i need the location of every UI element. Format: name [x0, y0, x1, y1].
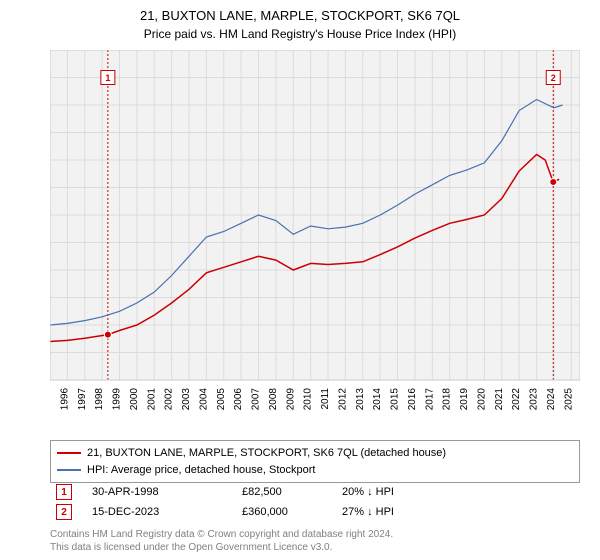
svg-text:1: 1 [105, 73, 110, 83]
svg-text:2019: 2019 [459, 388, 470, 411]
svg-text:2004: 2004 [198, 388, 209, 411]
datapoint-price-1: £82,500 [242, 486, 322, 498]
svg-text:2024: 2024 [546, 388, 557, 411]
svg-text:2012: 2012 [337, 388, 348, 411]
datapoint-row-2: 2 15-DEC-2023 £360,000 27% ↓ HPI [50, 502, 580, 522]
footnote-line2: This data is licensed under the Open Gov… [50, 541, 580, 554]
svg-text:2014: 2014 [372, 388, 383, 411]
svg-text:2013: 2013 [355, 388, 366, 411]
datapoint-delta-1: 20% ↓ HPI [342, 486, 462, 498]
svg-text:1999: 1999 [112, 388, 123, 411]
legend: 21, BUXTON LANE, MARPLE, STOCKPORT, SK6 … [50, 440, 580, 483]
svg-text:2020: 2020 [476, 388, 487, 411]
svg-text:2025: 2025 [563, 388, 574, 411]
svg-text:2017: 2017 [424, 388, 435, 411]
legend-item-hpi: HPI: Average price, detached house, Stoc… [57, 462, 573, 479]
legend-swatch-property [57, 452, 81, 454]
svg-text:2000: 2000 [129, 388, 140, 411]
svg-text:1998: 1998 [94, 388, 105, 411]
svg-text:1995: 1995 [50, 388, 53, 411]
datapoints-table: 1 30-APR-1998 £82,500 20% ↓ HPI 2 15-DEC… [50, 482, 580, 522]
svg-text:2023: 2023 [529, 388, 540, 411]
svg-text:2011: 2011 [320, 388, 331, 410]
datapoint-price-2: £360,000 [242, 506, 322, 518]
svg-text:2015: 2015 [390, 388, 401, 411]
legend-label-hpi: HPI: Average price, detached house, Stoc… [87, 462, 316, 479]
legend-swatch-hpi [57, 469, 81, 471]
chart-container: 21, BUXTON LANE, MARPLE, STOCKPORT, SK6 … [0, 0, 600, 560]
svg-text:2005: 2005 [216, 388, 227, 411]
svg-text:2002: 2002 [164, 388, 175, 411]
chart-area: £0£50K£100K£150K£200K£250K£300K£350K£400… [50, 50, 580, 400]
svg-text:2007: 2007 [251, 388, 262, 411]
datapoint-delta-2: 27% ↓ HPI [342, 506, 462, 518]
legend-label-property: 21, BUXTON LANE, MARPLE, STOCKPORT, SK6 … [87, 445, 446, 462]
svg-text:2022: 2022 [511, 388, 522, 411]
svg-text:2: 2 [551, 73, 556, 83]
datapoint-row-1: 1 30-APR-1998 £82,500 20% ↓ HPI [50, 482, 580, 502]
legend-item-property: 21, BUXTON LANE, MARPLE, STOCKPORT, SK6 … [57, 445, 573, 462]
datapoint-date-2: 15-DEC-2023 [92, 506, 222, 518]
page-title: 21, BUXTON LANE, MARPLE, STOCKPORT, SK6 … [0, 0, 600, 23]
svg-text:2018: 2018 [442, 388, 453, 411]
svg-text:2003: 2003 [181, 388, 192, 411]
page-subtitle: Price paid vs. HM Land Registry's House … [0, 23, 600, 41]
svg-text:1996: 1996 [59, 388, 70, 411]
svg-text:2006: 2006 [233, 388, 244, 411]
svg-text:2021: 2021 [494, 388, 505, 411]
svg-text:2001: 2001 [146, 388, 157, 411]
datapoint-marker-1: 1 [56, 484, 72, 500]
footnote-line1: Contains HM Land Registry data © Crown c… [50, 528, 580, 541]
line-chart: £0£50K£100K£150K£200K£250K£300K£350K£400… [50, 50, 580, 430]
svg-text:1997: 1997 [77, 388, 88, 411]
svg-text:2008: 2008 [268, 388, 279, 411]
svg-text:2016: 2016 [407, 388, 418, 411]
svg-text:2009: 2009 [285, 388, 296, 411]
datapoint-marker-2: 2 [56, 504, 72, 520]
footnote: Contains HM Land Registry data © Crown c… [50, 528, 580, 554]
svg-text:2010: 2010 [303, 388, 314, 411]
datapoint-date-1: 30-APR-1998 [92, 486, 222, 498]
